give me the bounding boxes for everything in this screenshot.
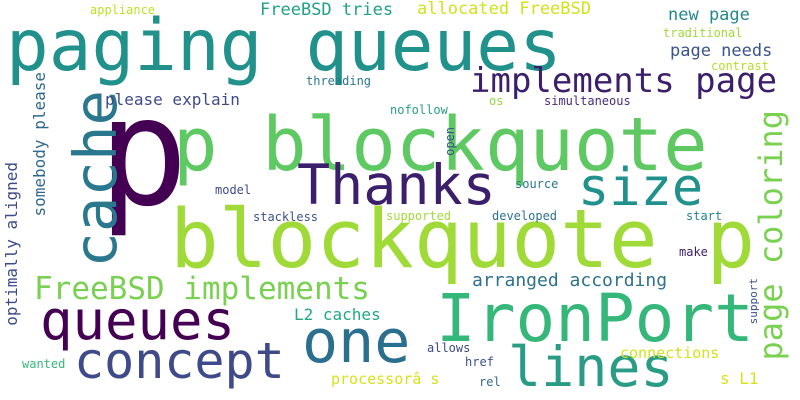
word-concept: concept: [74, 332, 285, 390]
word-paging-queues: paging queues: [6, 4, 562, 87]
word-page-needs: page needs: [670, 41, 773, 61]
word-supported: supported: [386, 209, 452, 223]
word-contrast: contrast: [711, 59, 769, 73]
word-start: start: [686, 209, 723, 223]
word-optimally-aligned: optimally aligned: [2, 162, 21, 326]
word-support: support: [747, 278, 760, 325]
word-p: p: [98, 66, 189, 240]
word-lines: lines: [508, 335, 674, 399]
word-ironport: IronPort: [436, 280, 754, 357]
word-cache: cache: [61, 90, 130, 268]
word-appliance: appliance: [90, 3, 156, 17]
word-allows: allows: [427, 341, 471, 355]
word-blockquote-p: blockquote p: [170, 193, 756, 287]
word-href: href: [465, 355, 494, 369]
word-processor-s: processorâ s: [331, 370, 440, 388]
word-source: source: [515, 177, 559, 191]
word-open: open: [443, 127, 457, 156]
word-thanks: Thanks: [297, 153, 496, 217]
word-s-l1: s L1: [720, 369, 759, 388]
word-traditional: traditional: [663, 26, 743, 40]
word-size: size: [578, 158, 704, 218]
word-threading: threading: [306, 74, 372, 88]
word-freebsd-tries: FreeBSD tries: [260, 0, 394, 20]
word-new-page: new page: [668, 5, 750, 25]
word-simultaneous: simultaneous: [544, 94, 631, 108]
word-freebsd-implements: FreeBSD implements: [34, 271, 370, 307]
word-stackless: stackless: [253, 210, 319, 224]
word-please-explain: please explain: [105, 90, 240, 109]
word-make: make: [679, 245, 708, 259]
word-nofollow: nofollow: [390, 103, 448, 117]
word-p-blockquote: p blockquote: [173, 102, 708, 188]
word-os: os: [489, 94, 504, 108]
word-allocated-freebsd: allocated FreeBSD: [417, 0, 591, 19]
word-implements-page: implements page: [470, 61, 778, 101]
word-wanted: wanted: [22, 357, 66, 371]
word-rel: rel: [479, 375, 501, 389]
word-arranged-according: arranged according: [472, 270, 668, 291]
word-somebody-please: somebody please: [30, 72, 49, 217]
word-developed: developed: [492, 209, 558, 223]
word-one: one: [302, 307, 411, 377]
word-l2-caches: L2 caches: [294, 305, 381, 324]
word-queues: queues: [40, 289, 236, 352]
word-model: model: [215, 183, 252, 197]
word-connections: connections: [620, 344, 720, 362]
